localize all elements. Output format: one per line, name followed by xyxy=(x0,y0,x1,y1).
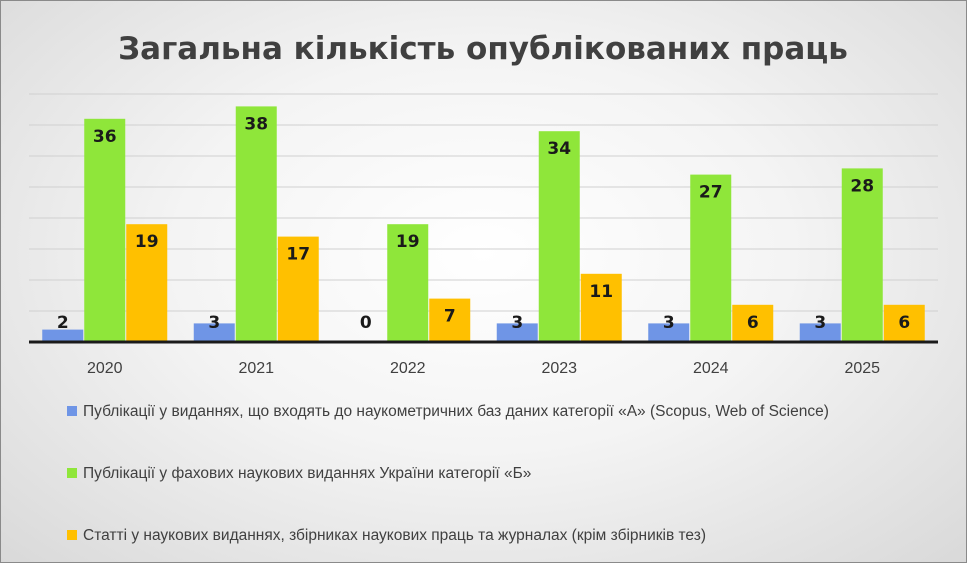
bar-s1-2025 xyxy=(841,168,883,342)
x-tick-2024: 2024 xyxy=(693,360,729,377)
x-tick-2023: 2023 xyxy=(541,360,577,377)
data-label-s1-2020: 36 xyxy=(93,127,117,147)
chart-title: Загальна кількість опублікованих праць xyxy=(118,31,848,67)
x-tick-2025: 2025 xyxy=(844,360,880,377)
bar-s2-2021 xyxy=(277,236,319,342)
data-label-s0-2023: 3 xyxy=(511,313,523,333)
bar-s1-2023 xyxy=(538,131,580,342)
data-label-s0-2020: 2 xyxy=(57,313,69,333)
legend-label-series-b: Публікації у фахових наукових виданнях У… xyxy=(83,465,532,482)
legend-item-series-a: Публікації у виданнях, що входять до нау… xyxy=(67,401,888,422)
legend-item-series-b: Публікації у фахових наукових виданнях У… xyxy=(67,463,888,484)
data-labels: 2 36 19 3 38 17 0 19 7 3 34 11 3 27 6 3 28 6 xyxy=(57,114,910,333)
data-label-s2-2025: 6 xyxy=(898,313,910,333)
data-label-s1-2023: 34 xyxy=(547,139,571,159)
bar-s1-2024 xyxy=(690,174,732,342)
bar-s1-2022 xyxy=(387,224,429,342)
legend-item-series-c: Статті у наукових виданнях, збірниках на… xyxy=(67,525,888,546)
legend-swatch-series-c xyxy=(67,530,77,540)
bar-s2-2023 xyxy=(580,273,622,342)
legend-swatch-series-a xyxy=(67,406,77,416)
data-label-s2-2021: 17 xyxy=(286,245,310,265)
bar-s2-2025 xyxy=(883,304,925,342)
bar-s2-2024 xyxy=(732,304,774,342)
data-label-s0-2021: 3 xyxy=(208,313,220,333)
bar-s0-2025 xyxy=(799,323,841,342)
x-tick-labels: 2020 2021 2022 2023 2024 2025 xyxy=(87,360,880,377)
bar-s0-2021 xyxy=(193,323,235,342)
x-tick-2020: 2020 xyxy=(87,360,123,377)
bar-s2-2020 xyxy=(126,224,168,342)
data-label-s0-2022: 0 xyxy=(360,313,372,333)
legend-label-series-c: Статті у наукових виданнях, збірниках на… xyxy=(83,527,706,544)
legend-swatch-series-b xyxy=(67,468,77,478)
data-label-s1-2021: 38 xyxy=(244,114,268,134)
data-label-s0-2025: 3 xyxy=(814,313,826,333)
data-label-s1-2025: 28 xyxy=(850,176,874,196)
bar-s0-2020 xyxy=(42,329,84,342)
data-label-s1-2024: 27 xyxy=(699,183,723,203)
x-tick-2022: 2022 xyxy=(390,360,426,377)
x-tick-2021: 2021 xyxy=(238,360,274,377)
data-label-s2-2024: 6 xyxy=(747,313,759,333)
bar-s0-2024 xyxy=(648,323,690,342)
gridlines xyxy=(29,93,938,312)
data-label-s2-2020: 19 xyxy=(135,232,159,252)
data-label-s0-2024: 3 xyxy=(663,313,675,333)
legend-label-series-a: Публікації у виданнях, що входять до нау… xyxy=(83,403,829,420)
bar-s0-2023 xyxy=(496,323,538,342)
bars xyxy=(42,106,925,343)
bar-s1-2021 xyxy=(235,106,277,343)
bar-s1-2020 xyxy=(84,118,126,342)
data-label-s1-2022: 19 xyxy=(396,232,420,252)
chart-svg: Загальна кількість опублікованих праць 2… xyxy=(29,31,938,377)
data-label-s2-2022: 7 xyxy=(444,307,456,327)
bar-s2-2022 xyxy=(429,298,471,342)
data-label-s2-2023: 11 xyxy=(589,282,613,302)
